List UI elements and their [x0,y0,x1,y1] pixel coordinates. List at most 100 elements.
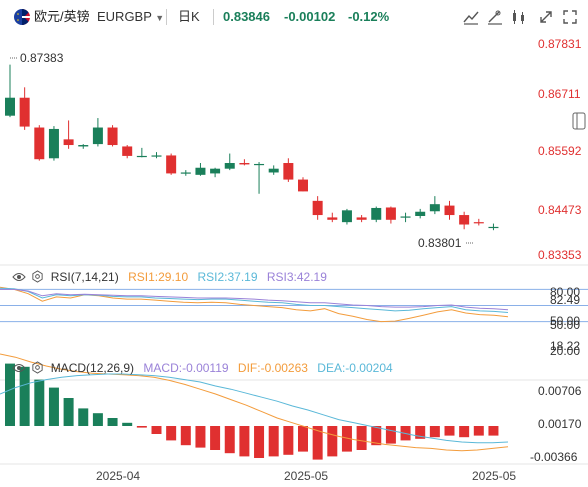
rsi-series-line [0,287,509,313]
candle-body [19,97,30,127]
expand-icon[interactable] [537,8,557,26]
macd-histogram-bar [122,422,133,426]
macd-header: MACD(12,26,9) MACD:-0.00119 DIF:-0.00263… [12,361,393,377]
candle-body [63,139,74,146]
macd-value: MACD:-0.00119 [143,361,229,376]
candlestick-chart[interactable]: 0.87383 0.83801 [0,34,588,487]
x-axis-label: 2025-05 [284,469,329,483]
macd-histogram-bar [195,426,206,448]
candle-body [488,226,499,229]
candle-body [239,163,250,165]
macd-histogram-bar [444,426,455,436]
candle-body [122,146,133,156]
macd-histogram-bar [63,398,74,426]
last-price: 0.83846 [223,9,270,24]
macd-axis-label: 0.00706 [538,384,582,398]
candle-body [327,217,338,220]
chevron-down-icon: ▼ [155,13,165,23]
candle-body [356,217,367,220]
macd-histogram-bar [488,426,499,436]
price-axis-label: 0.85592 [538,144,582,158]
candle-body [473,222,484,224]
low-price-label: 0.83801 [418,236,462,250]
macd-histogram-bar [107,418,118,426]
macd-histogram-bar [5,363,15,426]
macd-axis-label: -0.00366 [530,450,578,464]
timeframe-label: 日K [178,9,200,24]
macd-histogram-bar [283,426,294,455]
candle-body [78,145,89,147]
price-change: -0.00102 [284,9,336,24]
gear-icon[interactable] [31,270,47,286]
price-axis-label: 0.84473 [538,203,582,217]
rsi-title: RSI(7,14,21) [50,270,119,285]
eye-icon[interactable] [12,271,28,285]
macd-histogram-bar [254,426,265,458]
rsi-axis-label: 18.22 [550,339,581,353]
macd-axis-label: 0.00170 [538,417,582,431]
macd-histogram-bar [48,387,59,426]
settings-sliders-icon[interactable] [486,8,506,26]
x-axis-label: 2025-04 [96,469,141,483]
macd-histogram-bar [459,426,470,438]
rsi-axis-label: 82.49 [550,293,581,307]
gear-icon[interactable] [31,361,47,377]
candle-body [459,215,470,225]
rsi-axis-label: 80.00 [550,285,581,299]
rsi-series-line [0,288,509,311]
candle-body [298,179,308,192]
macd-histogram-bar [78,408,89,426]
rsi-axis-label: 20.00 [550,344,581,358]
dif-value: DIF:-0.00263 [237,361,308,376]
symbol-label: EURGBP [97,9,152,24]
sidebar-icon[interactable] [572,112,586,130]
candle-body [415,211,426,216]
rsi-series-line [0,286,509,323]
timeframe-selector[interactable]: 日K [178,9,200,25]
macd-histogram-bar [268,426,279,457]
candle-body [48,128,59,159]
eurgbp-flag-icon [14,9,30,25]
chart-header: 欧元/英镑 EURGBP ▼ 日K 0.83846 -0.00102 -0.12… [0,0,588,34]
candle-body [385,207,396,220]
fullscreen-icon[interactable] [561,8,581,26]
candle-body [5,97,15,116]
candle-body [166,155,177,174]
rsi-header: RSI(7,14,21) RSI1:29.10 RSI2:37.19 RSI3:… [12,270,327,286]
candle-body [224,163,235,169]
x-axis-label: 2025-05 [472,469,517,483]
candle-body [283,163,294,180]
candle-body [444,205,455,216]
macd-title: MACD(12,26,9) [50,361,135,376]
macd-line [0,353,509,452]
macd-histogram-bar [371,426,382,446]
symbol-selector[interactable]: EURGBP ▼ [97,9,164,26]
rsi1-value: RSI1:29.10 [128,270,189,285]
divider [213,9,214,25]
candle-body [312,200,323,216]
macd-line [0,373,509,444]
macd-histogram-bar [224,426,235,454]
macd-histogram-bar [341,426,352,452]
price-axis-label: 0.87831 [538,37,582,51]
eye-icon[interactable] [12,362,28,376]
candle-body [107,127,118,146]
macd-histogram-bar [385,426,396,444]
macd-histogram-bar [136,426,147,428]
macd-histogram-bar [429,426,440,438]
macd-histogram-bar [180,426,191,446]
macd-histogram-bar [19,366,30,426]
candle-body [268,168,279,173]
macd-histogram-bar [92,413,103,426]
macd-histogram-bar [356,426,367,450]
candle-body [92,127,103,145]
dea-value: DEA:-0.00204 [317,361,393,376]
price-axis-label: 0.86711 [538,87,581,101]
price-change-pct: -0.12% [348,9,390,24]
candle-body [34,127,45,160]
candles-icon[interactable] [510,8,530,26]
chart-line-icon[interactable] [462,8,482,26]
pair-name: 欧元/英镑 [34,9,90,24]
rsi-axis-label: 50.00 [550,318,581,332]
candle-body [254,163,265,166]
